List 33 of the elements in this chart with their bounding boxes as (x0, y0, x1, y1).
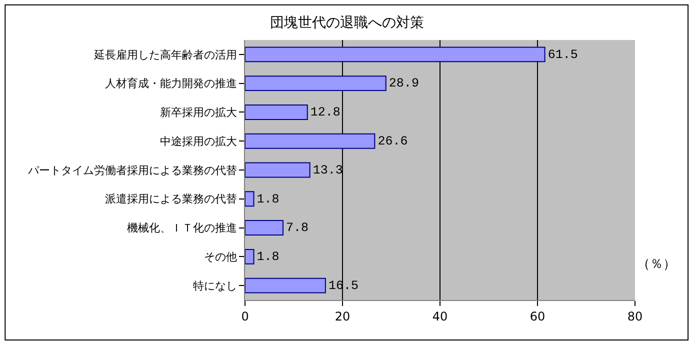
data-label: 7.8 (286, 221, 309, 236)
x-tick-label: 0 (241, 309, 249, 324)
y-tick-label: その他 (204, 250, 237, 264)
chart-title: 団塊世代の退職への対策 (270, 15, 424, 32)
y-tick-label: 派遣採用による業務の代替 (104, 192, 237, 206)
data-label: 28.9 (388, 76, 419, 91)
y-tick-label: 特になし (192, 279, 237, 292)
x-tick-label: 80 (627, 309, 643, 324)
bar (245, 220, 284, 236)
bar (245, 46, 546, 62)
bar (245, 191, 254, 207)
x-tick-label: 60 (530, 309, 546, 324)
data-label: 61.5 (548, 48, 578, 62)
y-tick-label: 新卒採用の拡大 (160, 106, 237, 120)
text: （％） (637, 257, 676, 272)
bar (245, 248, 254, 264)
y-tick-label: 機械化、ＩＴ化の推進 (126, 222, 237, 235)
x-tick-label: 40 (432, 309, 448, 324)
y-tick-label: 中途採用の拡大 (160, 134, 237, 148)
y-tick-label: 人材育成・能力開発の推進 (104, 77, 237, 90)
data-label: 12.8 (310, 106, 340, 120)
data-label: 13.3 (312, 163, 343, 178)
y-tick-label: パートタイム労働者採用による業務の代替 (26, 164, 237, 177)
data-label: 26.6 (378, 134, 408, 148)
data-label: 1.8 (256, 250, 280, 264)
y-tick-label: 延長雇用した高年齢者の活用 (92, 48, 237, 62)
x-tick-label: 20 (334, 309, 350, 324)
bar (245, 76, 386, 92)
bar (245, 133, 376, 149)
bar (245, 162, 310, 178)
bar (245, 104, 308, 120)
data-label: 1.8 (256, 192, 280, 206)
bar (245, 278, 326, 294)
